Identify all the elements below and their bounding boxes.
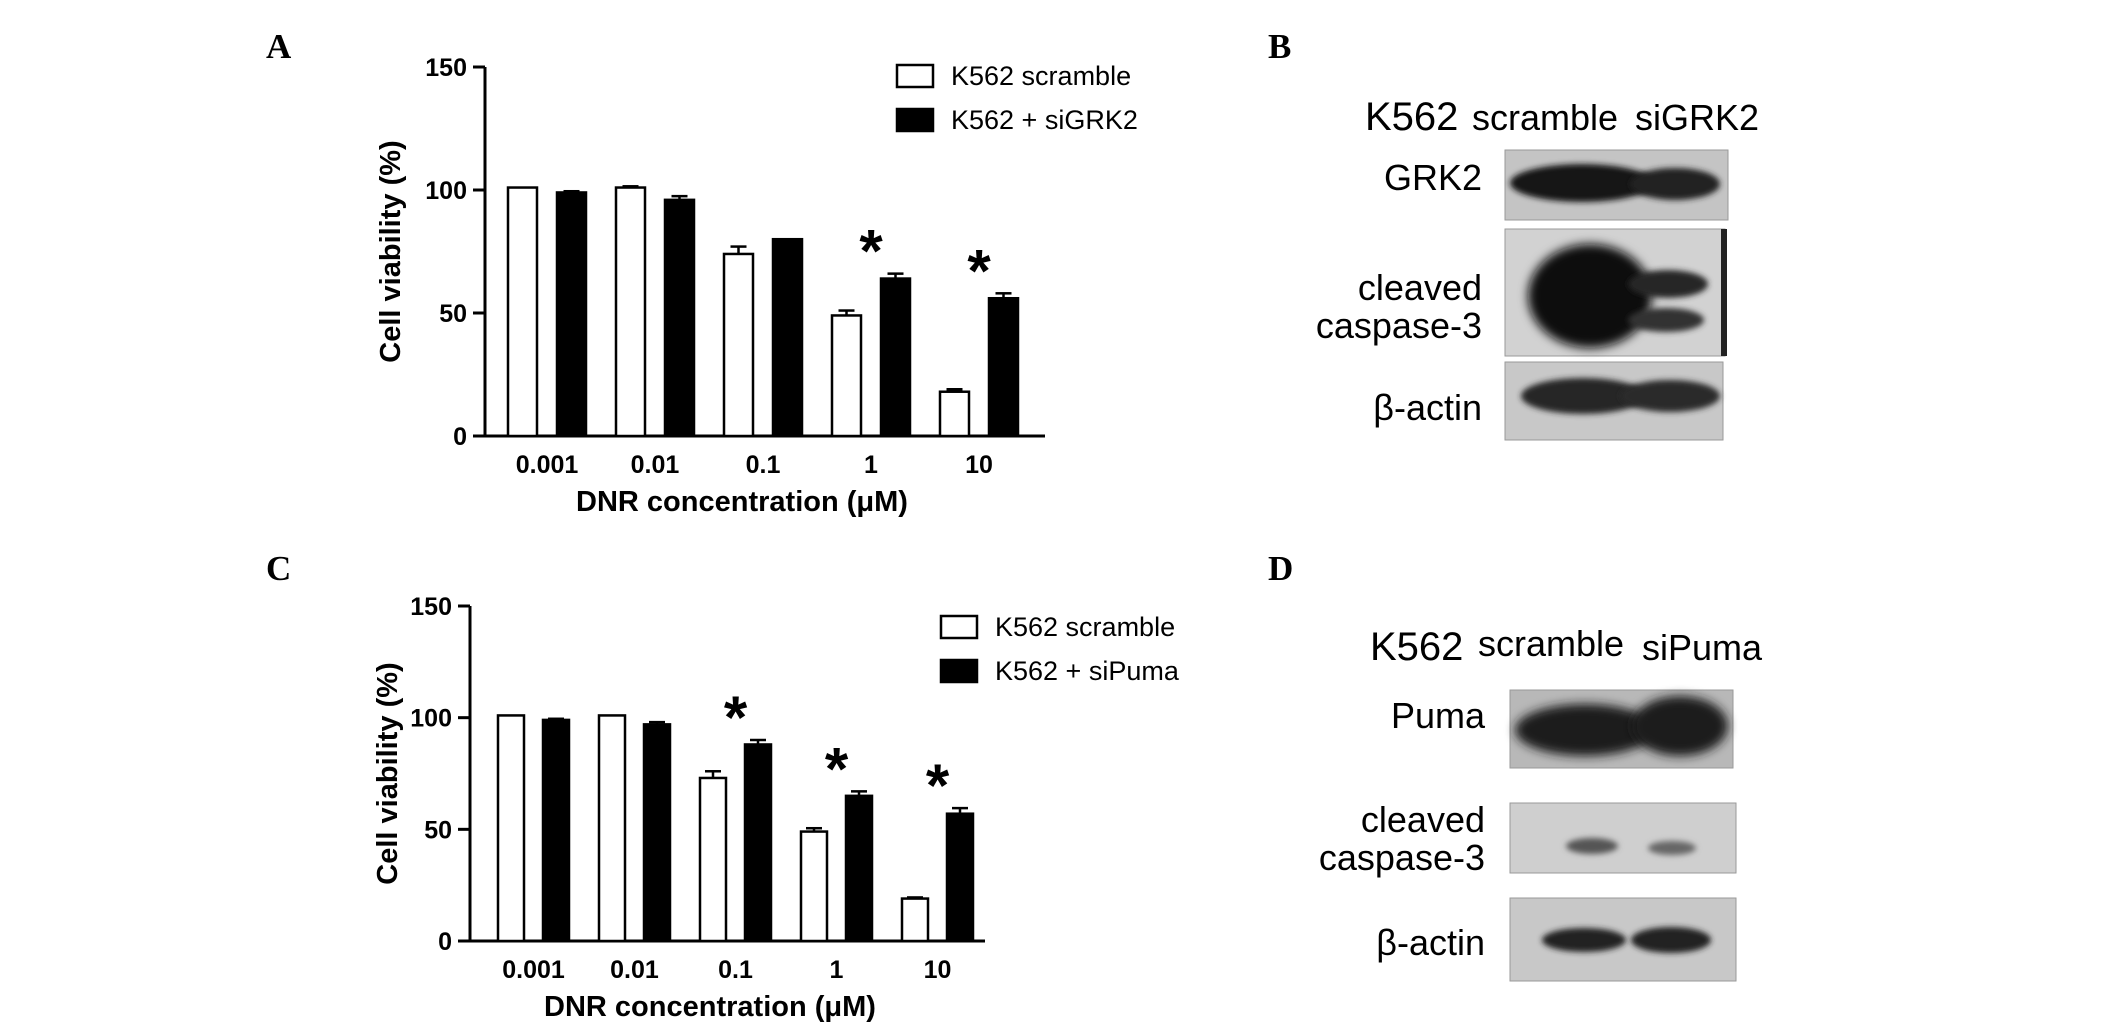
blot-b-lane-2: siGRK2 <box>1635 97 1759 138</box>
chart-a-x-tick-label: 0.1 <box>746 451 781 479</box>
chart-a-bar <box>771 237 804 438</box>
blot-b-row-label-2b: caspase-3 <box>1316 305 1482 346</box>
blot-d-band-1b <box>1632 696 1728 756</box>
chart-c-bar <box>945 812 975 943</box>
blot-b-band-1a <box>1510 164 1654 202</box>
blot-d-band-3b <box>1631 927 1711 953</box>
blot-d-row-label-3: β-actin <box>1376 922 1485 963</box>
chart-c-x-tick-label: 0.1 <box>718 956 753 984</box>
chart-a-bar <box>663 198 696 438</box>
panel-label-d: D <box>1268 549 1293 588</box>
chart-a-bar <box>987 296 1020 438</box>
chart-c-bar <box>496 714 526 943</box>
blot-b-band-1b <box>1630 168 1720 200</box>
chart-a-bar <box>722 252 755 438</box>
blot-b-band-2a <box>1528 244 1652 348</box>
blot-b-band-3b <box>1620 380 1720 412</box>
chart-a-x-tick-label: 0.001 <box>516 451 579 479</box>
blot-b-band-2c <box>1628 308 1704 332</box>
panel-label-a: A <box>266 27 292 66</box>
chart-c-bar <box>799 830 829 943</box>
chart-c-y-axis-title: Cell viability (%) <box>372 662 404 884</box>
chart-c-y-tick-label: 50 <box>424 816 452 844</box>
chart-c-x-tick-label: 0.01 <box>610 956 659 984</box>
chart-a-legend-label: K562 + siGRK2 <box>951 105 1138 135</box>
chart-c-legend-label: K562 + siPuma <box>995 656 1180 686</box>
chart-c-bar <box>900 897 930 943</box>
blot-d-lane-2: siPuma <box>1642 627 1763 668</box>
chart-a-y-tick-label: 100 <box>425 177 467 205</box>
chart-a-legend-swatch <box>895 107 935 133</box>
chart-c-y-tick-label: 100 <box>410 705 452 733</box>
blot-d-strip-2 <box>1509 802 1737 874</box>
chart-c-x-axis-title: DNR concentration (μM) <box>544 991 876 1023</box>
chart-c-legend-swatch <box>939 658 979 684</box>
chart-c-legend-swatch <box>939 614 979 640</box>
chart-c-significance-mark: * <box>724 684 748 751</box>
chart-c-bar <box>642 723 672 943</box>
chart-c-bar <box>844 794 874 943</box>
chart-c-bar <box>743 743 773 943</box>
chart-a-bar <box>614 186 647 438</box>
chart-a-legend-swatch <box>895 63 935 89</box>
blot-d-cell-line: K562 <box>1370 625 1463 669</box>
chart-a-x-axis-title: DNR concentration (μM) <box>576 486 908 518</box>
western-blot-d: K562 scramble siPuma Puma cleaved caspas… <box>1319 623 1763 982</box>
blot-d-band-1a <box>1515 704 1655 756</box>
blot-b-band-3a <box>1521 378 1645 414</box>
blot-d-band-2a <box>1566 838 1618 854</box>
chart-a-legend-label: K562 scramble <box>951 61 1131 91</box>
blot-b-row-label-2a: cleaved <box>1358 267 1482 308</box>
chart-a-x-tick-label: 1 <box>864 451 878 479</box>
blot-d-band-3a <box>1542 928 1626 952</box>
chart-c-y-tick-label: 150 <box>410 593 452 621</box>
blot-d-band-2b <box>1648 841 1696 855</box>
blot-d-row-label-2b: caspase-3 <box>1319 837 1485 878</box>
bar-chart-a: 0 50 100 150 0.001 0.01 0.1 1 * 10 * DNR concentrat… <box>375 54 1138 518</box>
chart-a-y-axis-title: Cell viability (%) <box>375 140 407 362</box>
chart-a-significance-mark: * <box>859 218 883 285</box>
chart-a-y-tick-label: 50 <box>439 300 467 328</box>
blot-b-cell-line: K562 <box>1365 95 1458 139</box>
chart-a-bar <box>555 191 588 438</box>
chart-c-x-tick-label: 0.001 <box>502 956 565 984</box>
chart-a-bar <box>938 390 971 438</box>
blot-b-row-label-3: β-actin <box>1373 387 1482 428</box>
blot-b-band-2b <box>1628 270 1708 298</box>
chart-a-y-tick-label: 0 <box>453 423 467 451</box>
blot-d-lane-1: scramble <box>1478 623 1624 664</box>
blot-d-row-label-1: Puma <box>1391 695 1486 736</box>
chart-c-significance-mark: * <box>926 752 950 819</box>
chart-a-y-tick-label: 150 <box>425 54 467 82</box>
chart-c-bar <box>541 718 571 943</box>
chart-a-x-tick-label: 0.01 <box>631 451 680 479</box>
panel-label-c: C <box>266 549 291 588</box>
chart-c-x-tick-label: 1 <box>830 956 844 984</box>
blot-d-row-label-2a: cleaved <box>1361 799 1485 840</box>
blot-b-row-label-1: GRK2 <box>1384 157 1482 198</box>
chart-c-x-tick-label: 10 <box>924 956 952 984</box>
chart-a-bar <box>879 277 912 438</box>
panel-label-b: B <box>1268 27 1291 66</box>
western-blot-b: K562 scramble siGRK2 GRK2 cleaved caspas… <box>1316 95 1759 441</box>
chart-c-significance-mark: * <box>825 735 849 802</box>
chart-a-bar <box>830 314 863 438</box>
chart-c-bar <box>698 776 728 943</box>
blot-b-lane-1: scramble <box>1472 97 1618 138</box>
bar-chart-c: 0 50 100 150 0.001 0.01 0.1 * 1 * 10 * DNR concentra… <box>372 593 1180 1023</box>
chart-c-legend-label: K562 scramble <box>995 612 1175 642</box>
chart-a-x-tick-label: 10 <box>965 451 993 479</box>
chart-c-bar <box>597 714 627 943</box>
chart-a-significance-mark: * <box>967 237 991 304</box>
chart-c-y-tick-label: 0 <box>438 928 452 956</box>
chart-a-bar <box>506 186 539 438</box>
